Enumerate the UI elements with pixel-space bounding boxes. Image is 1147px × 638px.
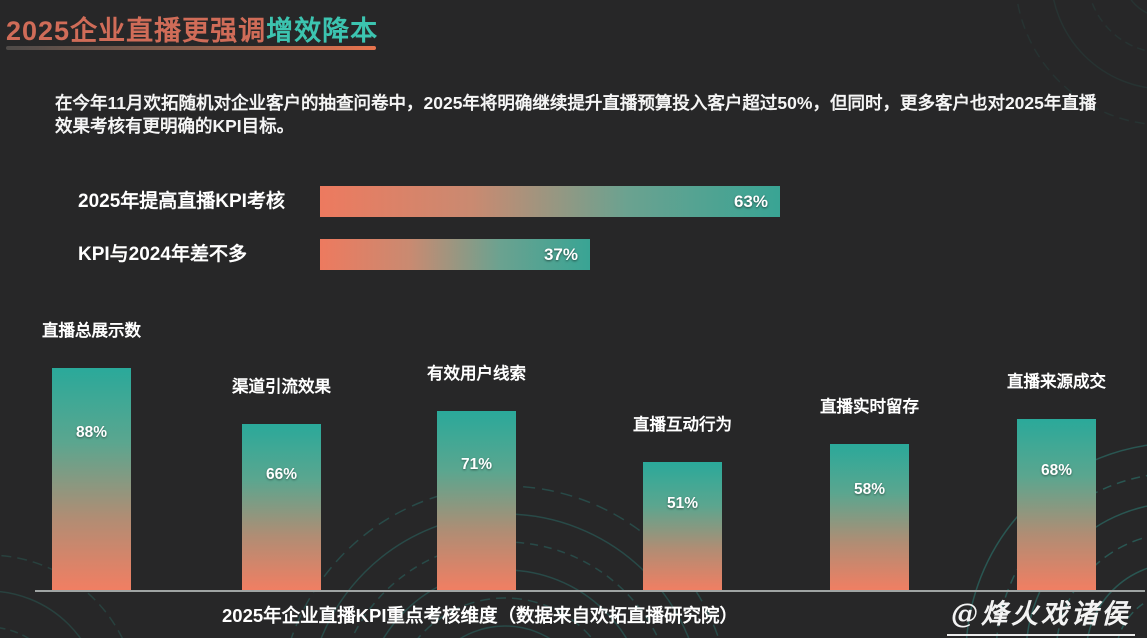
page-title: 2025企业直播更强调增效降本: [6, 9, 378, 48]
hbar-category-label: KPI与2024年差不多: [78, 244, 247, 265]
vbar-column: 直播互动行为 51%: [633, 310, 732, 592]
vbar-column: 有效用户线索 71%: [427, 310, 526, 592]
vbar: 66%: [242, 424, 321, 592]
vbar-category-label: 直播来源成交: [1007, 373, 1106, 391]
vbar-value-label: 71%: [460, 456, 493, 473]
vbar: 58%: [830, 444, 909, 592]
chart-caption: 2025年企业直播KPI重点考核维度（数据来自欢拓直播研究院）: [222, 605, 738, 626]
vbar-column: 直播来源成交 68%: [1007, 310, 1106, 592]
vbar-category-label: 有效用户线索: [427, 365, 526, 383]
vbar: 71%: [437, 411, 516, 592]
vbar-category-label: 直播实时留存: [820, 398, 919, 416]
chart-baseline: [35, 590, 1145, 592]
hbar-category-label: 2025年提高直播KPI考核: [78, 191, 285, 212]
vbar-value-label: 68%: [1040, 462, 1073, 479]
vbar: 68%: [1017, 419, 1096, 592]
hbar-value-label: 63%: [733, 191, 768, 211]
vbar-value-label: 88%: [75, 424, 108, 441]
title-underline-decoration: [6, 46, 376, 50]
vbar: 88%: [52, 368, 131, 592]
hbar-row: KPI与2024年差不多 37%: [0, 239, 1147, 270]
page-title-coral-part: 2025企业直播更强调: [6, 16, 267, 46]
hbar: 37%: [320, 239, 590, 270]
vbar-category-label: 直播互动行为: [633, 416, 732, 434]
intro-paragraph: 在今年11月欢拓随机对企业客户的抽查问卷中，2025年将明确继续提升直播预算投入…: [55, 93, 1097, 136]
vbar-value-label: 51%: [666, 495, 699, 512]
page-title-teal-part: 增效降本: [266, 16, 379, 46]
kpi-bar-chart: 直播总展示数 88% 渠道引流效果 66% 有效用户线索 71% 直播互动行为 …: [0, 310, 1147, 592]
vbar-column: 直播实时留存 58%: [820, 310, 919, 592]
vbar: 51%: [643, 462, 722, 592]
hbar: 63%: [320, 186, 780, 217]
vbar-value-label: 66%: [265, 466, 298, 483]
watermark: @烽火戏诸侯: [947, 592, 1135, 636]
vbar-column: 渠道引流效果 66%: [232, 310, 331, 592]
vbar-category-label: 直播总展示数: [42, 322, 141, 340]
hbar-row: 2025年提高直播KPI考核 63%: [0, 186, 1147, 217]
vbar-value-label: 58%: [853, 481, 886, 498]
vbar-column: 直播总展示数 88%: [42, 310, 141, 592]
vbar-category-label: 渠道引流效果: [232, 378, 331, 396]
hbar-value-label: 37%: [543, 244, 578, 264]
